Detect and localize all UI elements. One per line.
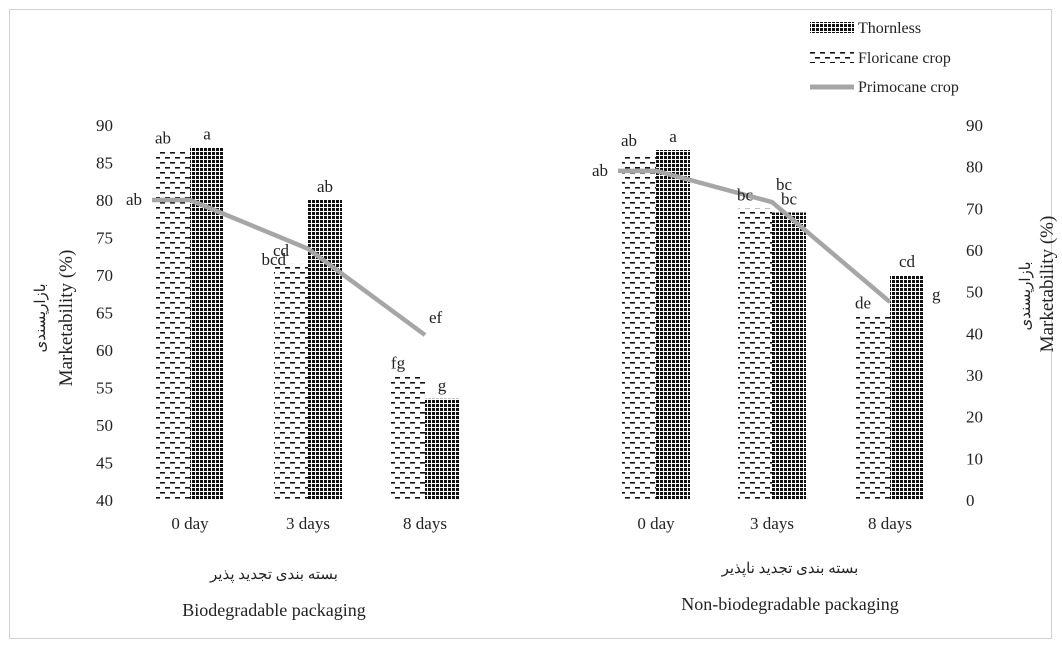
left-tick-label: 75 [96, 229, 113, 248]
letter-primocane: ab [126, 190, 142, 209]
letter-floricane: bc [737, 185, 754, 204]
right-tick-label: 30 [966, 366, 983, 385]
group-label-fa-nonbiodegradable: بسته بندی تجدید ناپذیر [721, 561, 859, 577]
left-tick-label: 40 [96, 491, 113, 510]
chart-frame [9, 9, 1052, 639]
bar-floricane [738, 208, 772, 501]
category-label: 3 days [286, 514, 330, 533]
category-label: 3 days [750, 514, 794, 533]
category-label: 8 days [403, 514, 447, 533]
group-label-nonbiodegradable: Non-biodegradable packaging [681, 594, 898, 614]
left-axis-title-fa: بازارپسندی [33, 283, 49, 352]
left-tick-label: 70 [96, 266, 113, 285]
right-tick-label: 70 [966, 199, 983, 218]
category-labels: 0 day 3 days 8 days 0 day 3 days 8 days [171, 514, 912, 533]
right-tick-label: 40 [966, 324, 983, 343]
letter-floricane: cd [273, 241, 290, 260]
category-label: 0 day [637, 514, 675, 533]
letter-thornless: ab [317, 177, 333, 196]
left-tick-label: 55 [96, 379, 113, 398]
right-tick-label: 0 [966, 491, 975, 510]
left-axis-ticks: 40 45 50 55 60 65 70 75 80 85 90 [96, 116, 113, 510]
bar-thornless [772, 212, 806, 500]
right-tick-label: 20 [966, 408, 983, 427]
letter-thornless: g [438, 376, 447, 395]
legend-swatch-thornless [810, 22, 854, 33]
letter-primocane: bcd [261, 250, 286, 269]
left-tick-label: 45 [96, 454, 113, 473]
legend-swatch-floricane [810, 52, 854, 63]
legend-label-primocane: Primocane crop [858, 79, 959, 96]
right-tick-label: 60 [966, 241, 983, 260]
category-label: 8 days [868, 514, 912, 533]
letter-floricane: fg [391, 353, 406, 372]
letter-primocane: g [932, 285, 941, 304]
bars-layer [156, 147, 924, 501]
left-tick-label: 90 [96, 116, 113, 135]
letter-primocane: ab [592, 161, 608, 180]
left-axis-title: Marketability (%) [56, 250, 77, 387]
category-label: 0 day [171, 514, 209, 533]
bar-thornless [890, 275, 924, 500]
group-label-biodegradable: Biodegradable packaging [182, 600, 365, 620]
letter-floricane: de [855, 294, 871, 313]
legend: Thornless Floricane crop Primocane crop [810, 20, 959, 96]
right-axis-ticks: 0 10 20 30 40 50 60 70 80 90 [966, 116, 983, 510]
letter-floricane: ab [155, 128, 171, 147]
bar-thornless [425, 398, 459, 500]
right-tick-label: 10 [966, 449, 983, 468]
left-tick-label: 80 [96, 191, 113, 210]
line-primocane [152, 197, 427, 337]
right-axis-title-fa: بازارپسندی [1018, 261, 1034, 330]
bar-floricane [856, 316, 890, 500]
left-tick-label: 60 [96, 341, 113, 360]
letter-thornless: bc [781, 190, 798, 209]
right-axis-title: Marketability (%) [1037, 216, 1058, 353]
legend-label-thornless: Thornless [858, 20, 921, 37]
line-primocane [618, 168, 892, 304]
letter-thornless: a [669, 127, 677, 146]
bar-floricane [391, 376, 425, 500]
bar-thornless [308, 200, 342, 500]
right-tick-label: 80 [966, 158, 983, 177]
bar-thornless [656, 150, 690, 500]
bar-floricane [156, 151, 190, 500]
right-tick-label: 90 [966, 116, 983, 135]
letter-floricane: ab [621, 131, 637, 150]
letter-primocane: ef [429, 308, 443, 327]
letter-thornless: a [203, 125, 211, 144]
letter-thornless: cd [899, 252, 916, 271]
group-label-fa-biodegradable: بسته بندی تجدید پذیر [209, 567, 338, 583]
right-tick-label: 50 [966, 283, 983, 302]
left-tick-label: 50 [96, 416, 113, 435]
bar-floricane [622, 154, 656, 500]
bar-floricane [274, 263, 308, 500]
legend-label-floricane: Floricane crop [858, 50, 951, 67]
left-tick-label: 85 [96, 154, 113, 173]
lines-layer [152, 168, 892, 337]
letter-primocane: bc [776, 175, 793, 194]
left-tick-label: 65 [96, 304, 113, 323]
